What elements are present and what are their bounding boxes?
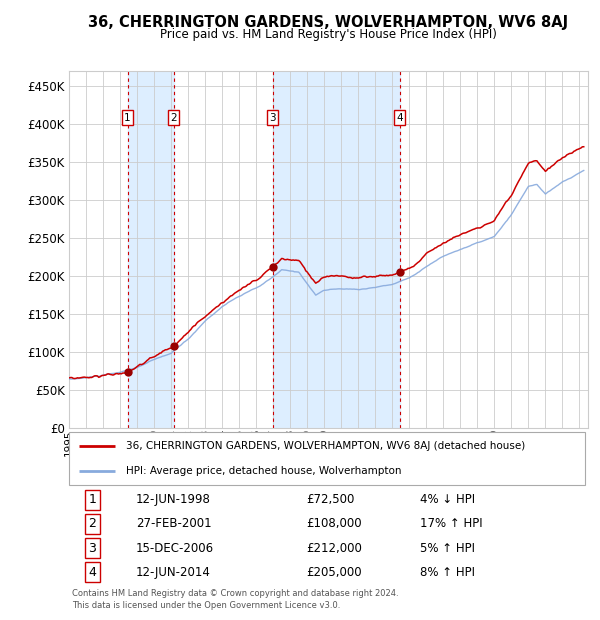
Text: 3: 3 [88,541,96,554]
Text: £108,000: £108,000 [307,518,362,531]
Text: 4: 4 [397,113,403,123]
Text: 4% ↓ HPI: 4% ↓ HPI [420,494,475,507]
Text: This data is licensed under the Open Government Licence v3.0.: This data is licensed under the Open Gov… [72,601,340,610]
Text: 36, CHERRINGTON GARDENS, WOLVERHAMPTON, WV6 8AJ: 36, CHERRINGTON GARDENS, WOLVERHAMPTON, … [88,16,568,30]
Text: 1: 1 [88,494,96,507]
Text: 2: 2 [170,113,177,123]
Text: 12-JUN-2014: 12-JUN-2014 [136,565,211,578]
Text: 27-FEB-2001: 27-FEB-2001 [136,518,212,531]
Bar [128,71,174,428]
Text: 2: 2 [88,518,96,531]
Text: £72,500: £72,500 [307,494,355,507]
Text: 4: 4 [88,565,96,578]
Text: 12-JUN-1998: 12-JUN-1998 [136,494,211,507]
Text: 15-DEC-2006: 15-DEC-2006 [136,541,214,554]
Text: 3: 3 [269,113,276,123]
Text: £212,000: £212,000 [307,541,362,554]
Text: 1: 1 [124,113,131,123]
Text: HPI: Average price, detached house, Wolverhampton: HPI: Average price, detached house, Wolv… [126,466,401,476]
Bar [272,71,400,428]
Text: 36, CHERRINGTON GARDENS, WOLVERHAMPTON, WV6 8AJ (detached house): 36, CHERRINGTON GARDENS, WOLVERHAMPTON, … [126,441,525,451]
Text: Price paid vs. HM Land Registry's House Price Index (HPI): Price paid vs. HM Land Registry's House … [160,28,497,41]
Text: £205,000: £205,000 [307,565,362,578]
Text: 8% ↑ HPI: 8% ↑ HPI [420,565,475,578]
Text: 17% ↑ HPI: 17% ↑ HPI [420,518,482,531]
Text: 5% ↑ HPI: 5% ↑ HPI [420,541,475,554]
Text: Contains HM Land Registry data © Crown copyright and database right 2024.: Contains HM Land Registry data © Crown c… [72,589,398,598]
